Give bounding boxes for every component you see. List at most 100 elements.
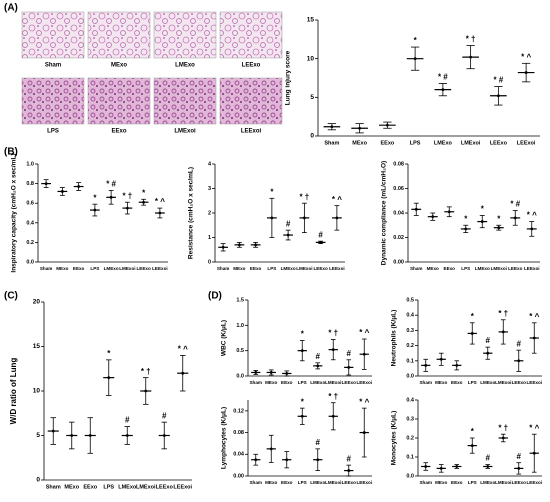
x-tick-label: EExo: [73, 266, 85, 271]
y-tick-label: 0.6: [26, 201, 34, 207]
y-axis-label: Lung injury score: [285, 50, 292, 105]
mean-dot: [302, 216, 306, 220]
y-tick-label: 1.5: [236, 297, 244, 303]
significance: #: [517, 452, 522, 461]
mean-dot: [513, 216, 517, 220]
y-axis-label: Inspiratory capacity (cmH₂O x sec/mL): [11, 153, 18, 272]
x-tick-label: LEExoi: [356, 380, 372, 385]
x-tick-label: EExo: [451, 480, 463, 485]
x-tick-label: LEExoi: [173, 484, 192, 490]
y-tick-label: 0.8: [26, 181, 34, 187]
x-tick-label: Sham: [40, 266, 53, 271]
y-tick-label: 0.04: [393, 210, 405, 216]
mean-dot: [517, 359, 521, 363]
significance: * #: [510, 200, 520, 209]
y-tick-label: 0.02: [393, 235, 404, 241]
x-tick-label: LEExo: [136, 266, 150, 271]
mean-dot: [413, 57, 417, 61]
mean-dot: [532, 451, 536, 455]
significance: * ^: [178, 345, 188, 354]
histology-image: [21, 11, 85, 59]
x-tick-label: LMExoi: [495, 480, 511, 485]
mean-dot: [335, 216, 339, 220]
x-tick-label: LMExo: [310, 480, 325, 485]
x-tick-label: LPS: [298, 380, 307, 385]
x-tick-label: LPS: [468, 380, 477, 385]
mean-dot: [254, 371, 258, 374]
significance: #: [286, 219, 291, 228]
histology-image: [153, 77, 217, 125]
x-tick-label: LMExo: [310, 380, 325, 385]
significance: * ^: [155, 197, 165, 206]
y-tick-label: 0.00: [233, 473, 244, 479]
significance: * ^: [359, 328, 369, 337]
mean-dot: [286, 233, 290, 237]
mean-dot: [51, 429, 55, 433]
y-tick-label: 1.0: [236, 323, 244, 329]
y-tick-label: 0.08: [393, 161, 404, 167]
significance: *: [464, 214, 468, 223]
x-tick-label: LMExoi: [325, 380, 341, 385]
mean-dot: [93, 208, 97, 212]
x-tick-label: LMExo: [434, 140, 453, 146]
mean-dot: [524, 71, 528, 74]
significance: *: [481, 205, 485, 214]
significance: #: [316, 352, 321, 361]
x-tick-label: LEExoi: [517, 140, 536, 146]
significance: * ^: [332, 195, 342, 204]
y-axis-label: W/D ratio of Lung: [9, 358, 18, 425]
significance: * #: [106, 180, 116, 189]
y-tick-label: 0.2: [26, 240, 34, 246]
mean-dot: [162, 434, 166, 437]
mean-dot: [385, 123, 389, 127]
mean-dot: [469, 55, 473, 59]
mean-dot: [486, 465, 490, 468]
mean-dot: [270, 216, 274, 220]
y-tick-label: 0.06: [393, 186, 404, 192]
y-tick-label: 0.2: [406, 343, 414, 349]
significance: * †: [466, 35, 476, 44]
significance: * †: [498, 309, 508, 318]
significance: #: [486, 454, 491, 463]
significance: * †: [498, 423, 508, 432]
mean-dot: [362, 431, 366, 434]
mean-dot: [221, 245, 225, 249]
y-tick-label: 0.04: [233, 452, 245, 458]
x-tick-label: LPS: [90, 266, 99, 271]
significance: *: [301, 397, 305, 406]
y-tick-label: 0.4: [406, 397, 415, 403]
y-tick-label: 0.00: [393, 259, 404, 265]
image-label: LMExoi: [174, 129, 196, 135]
x-tick-label: MExo: [265, 480, 277, 485]
x-tick-label: LPS: [410, 140, 421, 146]
x-tick-label: LMExoi: [119, 266, 135, 271]
significance: #: [486, 336, 491, 345]
mean-dot: [300, 349, 304, 353]
y-tick-label: 15: [33, 343, 41, 350]
histology-image: [21, 77, 85, 125]
x-tick-label: MExo: [265, 380, 277, 385]
y-tick-label: 0.12: [233, 408, 244, 414]
mean-dot: [300, 414, 304, 418]
y-axis-label: Lymphocytes (K/μL): [221, 407, 228, 469]
y-tick-label: 0.3: [406, 416, 414, 422]
significance: #: [318, 230, 323, 239]
mean-dot: [497, 226, 501, 230]
mean-dot: [455, 465, 459, 468]
x-tick-label: LEExo: [313, 266, 327, 271]
mean-dot: [480, 220, 484, 223]
significance: * ^: [529, 312, 539, 321]
mean-dot: [424, 465, 428, 468]
mean-dot: [144, 389, 148, 393]
significance: * †: [328, 329, 338, 338]
image-label: LPS: [47, 129, 59, 135]
y-tick-label: 3: [208, 186, 211, 192]
x-tick-label: LPS: [267, 266, 276, 271]
mean-dot: [109, 195, 113, 199]
significance: * †: [328, 392, 338, 401]
x-tick-label: EExo: [250, 266, 262, 271]
panel-label: (D): [208, 291, 222, 302]
significance: #: [517, 339, 522, 348]
image-label: MExo: [111, 63, 127, 69]
y-tick-label: 10: [33, 388, 41, 395]
